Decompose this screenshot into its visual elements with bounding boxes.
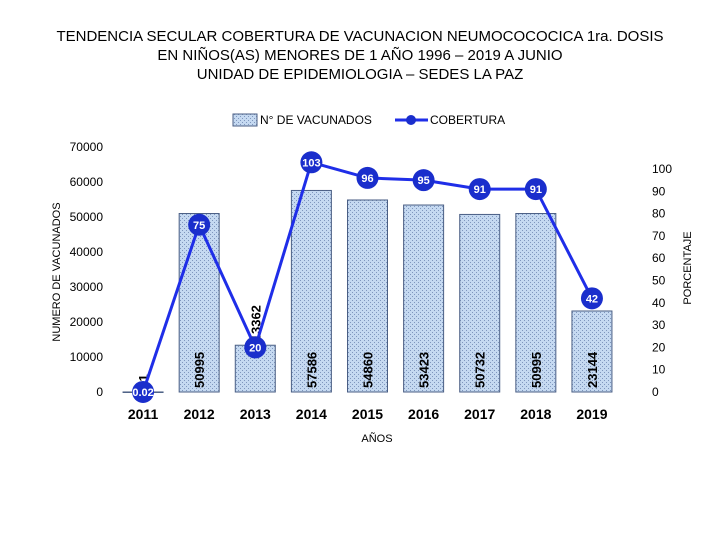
line-marker <box>132 380 155 403</box>
bar <box>347 199 388 393</box>
legend-bar-label: N° DE VACUNADOS <box>260 113 372 127</box>
line-data-label: 91 <box>530 184 542 196</box>
y-left-tick-label: 40000 <box>70 245 104 259</box>
bar-data-label: 53423 <box>417 352 432 388</box>
bar-data-label: 23144 <box>585 351 600 388</box>
line-data-label: 20 <box>249 342 261 354</box>
y-right-tick-label: 80 <box>652 207 666 221</box>
x-tick-label: 2019 <box>576 406 607 422</box>
y-right-tick-label: 50 <box>652 274 666 288</box>
line-series: 0.02 75 20 103 96 95 91 91 42 <box>132 151 603 403</box>
x-tick-label: 2018 <box>520 406 551 422</box>
y-right-tick-label: 70 <box>652 229 666 243</box>
x-tick-label: 2012 <box>184 406 215 422</box>
bar <box>290 189 332 393</box>
y-right-tick-label: 100 <box>652 162 672 176</box>
x-tick-label: 2015 <box>352 406 383 422</box>
line-marker <box>412 169 435 192</box>
x-tick-label: 2011 <box>128 406 159 422</box>
y-left-axis-title: NUMERO DE VACUNADOS <box>51 202 63 341</box>
line-marker <box>468 178 491 201</box>
line-marker <box>356 166 379 189</box>
line-data-label: 75 <box>193 220 205 232</box>
y-right-tick-label: 30 <box>652 318 666 332</box>
chart-title: TENDENCIA SECULAR COBERTURA DE VACUNACIO… <box>0 27 720 84</box>
line-marker <box>244 336 267 359</box>
y-left-tick-label: 60000 <box>70 175 104 189</box>
bar <box>403 204 445 393</box>
line-data-label: 91 <box>474 184 486 196</box>
y-left-tick-label: 30000 <box>70 280 104 294</box>
bar <box>571 310 613 393</box>
line-marker <box>188 213 211 236</box>
y-left-tick-label: 10000 <box>70 350 104 364</box>
line-marker <box>300 151 323 174</box>
legend-line-label: COBERTURA <box>430 113 505 127</box>
y-right-tick-label: 60 <box>652 251 666 265</box>
y-right-tick-label: 20 <box>652 340 666 354</box>
x-tick-label: 2017 <box>464 406 495 422</box>
line-marker <box>524 178 547 201</box>
bar-data-label: 50732 <box>473 352 488 388</box>
chart-title-line-1: TENDENCIA SECULAR COBERTURA DE VACUNACIO… <box>56 28 664 45</box>
x-axis-title: AÑOS <box>361 432 392 445</box>
chart-title-line-3: UNIDAD DE EPIDEMIOLOGIA – SEDES LA PAZ <box>196 66 524 83</box>
bar-data-label: 50995 <box>529 352 544 388</box>
bar-data-label: 54860 <box>361 352 376 388</box>
legend-bar-swatch <box>232 113 258 127</box>
y-right-tick-label: 10 <box>652 363 666 377</box>
bar-series <box>122 189 613 393</box>
axes: 0 10000 20000 30000 40000 50000 60000 70000 0 10 2… <box>51 140 694 445</box>
chart-title-line-2: EN NIÑOS(AS) MENORES DE 1 AÑO 1996 – 201… <box>157 47 563 64</box>
y-right-tick-label: 40 <box>652 296 666 310</box>
y-left-tick-label: 50000 <box>70 210 104 224</box>
x-tick-label: 2014 <box>296 406 327 422</box>
y-right-tick-label: 90 <box>652 184 666 198</box>
legend-line-marker <box>406 115 416 125</box>
y-left-tick-label: 70000 <box>70 140 104 154</box>
legend: N° DE VACUNADOS COBERTURA <box>232 113 505 127</box>
y-right-tick-label: 0 <box>652 385 659 399</box>
bar <box>178 213 220 393</box>
y-right-axis-title: PORCENTAJE <box>682 231 694 304</box>
line-data-label: 0.02 <box>132 387 153 399</box>
bar-data-label: 57586 <box>304 352 319 388</box>
x-tick-label: 2013 <box>240 406 271 422</box>
line-marker <box>580 287 603 310</box>
x-tick-label: 2016 <box>408 406 439 422</box>
bar <box>459 213 501 393</box>
y-left-tick-label: 0 <box>96 385 103 399</box>
bar <box>515 213 557 393</box>
line-data-label: 103 <box>302 157 320 169</box>
line-data-label: 96 <box>361 173 373 185</box>
bar-data-label: 50995 <box>192 352 207 388</box>
line-data-label: 95 <box>417 175 429 187</box>
line-data-label: 42 <box>586 293 598 305</box>
y-left-tick-label: 20000 <box>70 315 104 329</box>
